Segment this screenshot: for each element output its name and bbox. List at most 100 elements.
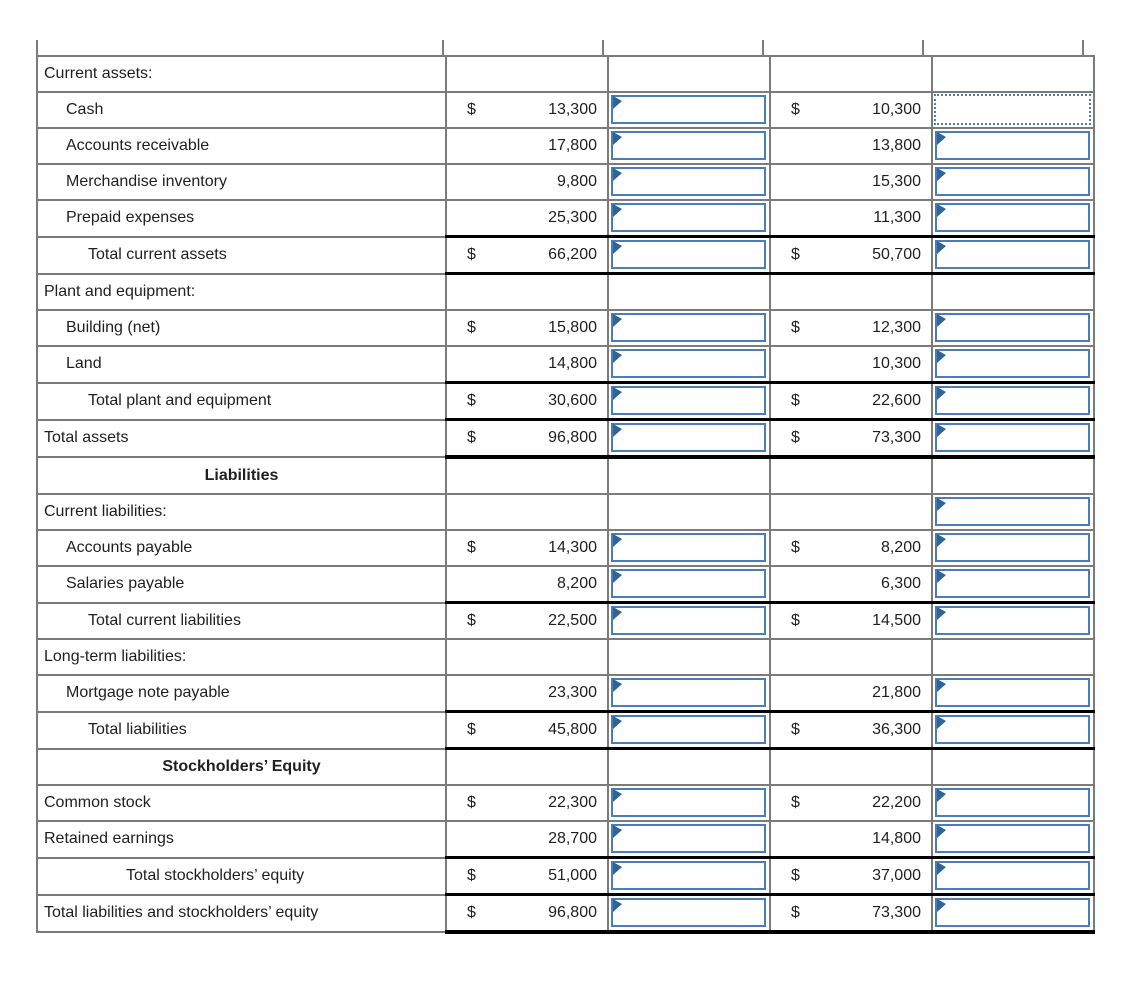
gridline-stub [602, 40, 604, 55]
amount-value: 13,800 [872, 137, 921, 154]
table-row: Prepaid expenses 25,300 11,300 [36, 199, 1095, 238]
answer-input-cell[interactable] [611, 533, 766, 562]
answer-input-cell[interactable] [935, 386, 1090, 415]
input-cell-left [607, 456, 771, 495]
amount-cell-left [445, 456, 609, 495]
answer-input-cell[interactable] [611, 824, 766, 853]
gridline-stub [922, 40, 924, 55]
cell-corner-marker-icon [613, 899, 622, 912]
table-row: Retained earnings 28,700 14,800 [36, 820, 1095, 859]
answer-input-cell[interactable] [935, 203, 1090, 232]
answer-input-cell[interactable] [611, 678, 766, 707]
amount-cell-left: $30,600 [445, 381, 609, 421]
answer-input-cell[interactable] [611, 131, 766, 160]
answer-input-cell[interactable] [611, 569, 766, 598]
input-cell-right [931, 820, 1095, 859]
answer-input-cell[interactable] [935, 715, 1090, 744]
currency-symbol: $ [467, 867, 476, 884]
amount-value: 22,500 [548, 612, 597, 629]
cell-corner-marker-icon [937, 498, 946, 511]
input-cell-left [607, 820, 771, 859]
amount-cell-right: $50,700 [769, 235, 933, 275]
answer-input-cell[interactable] [935, 861, 1090, 890]
answer-input-cell[interactable] [935, 313, 1090, 342]
amount-cell-left: 9,800 [445, 163, 609, 201]
table-row: Total stockholders’ equity $51,000 $37,000 [36, 856, 1095, 896]
table-row: Total current liabilities $22,500 $14,500 [36, 601, 1095, 640]
answer-input-cell[interactable] [935, 533, 1090, 562]
answer-input-cell[interactable] [611, 349, 766, 378]
cell-corner-marker-icon [613, 789, 622, 802]
amount-cell-right [769, 747, 933, 786]
currency-symbol: $ [791, 904, 800, 921]
answer-input-cell[interactable] [935, 423, 1090, 452]
gridline-stub [762, 40, 764, 55]
cell-corner-marker-icon [613, 534, 622, 547]
amount-group: 21,800 [771, 676, 931, 710]
answer-input-cell[interactable] [935, 606, 1090, 635]
answer-input-cell[interactable] [935, 824, 1090, 853]
answer-input-cell[interactable] [611, 313, 766, 342]
input-cell-left [607, 418, 771, 459]
answer-input-cell[interactable] [935, 497, 1090, 526]
row-label: Total current liabilities [88, 611, 241, 629]
gridline-stub [442, 40, 444, 55]
amount-cell-left: 25,300 [445, 199, 609, 238]
input-cell-left [607, 381, 771, 421]
cell-corner-marker-icon [613, 679, 622, 692]
cell-corner-marker-icon [937, 350, 946, 363]
answer-input-cell[interactable] [611, 898, 766, 927]
answer-input-cell[interactable] [611, 606, 766, 635]
amount-cell-right: $37,000 [769, 856, 933, 896]
account-label-cell: Total liabilities and stockholders’ equi… [36, 893, 447, 933]
answer-input-cell[interactable] [935, 898, 1090, 927]
answer-input-cell[interactable] [935, 788, 1090, 817]
answer-input-cell[interactable] [611, 788, 766, 817]
account-label-cell: Stockholders’ Equity [36, 747, 447, 786]
cell-corner-marker-icon [613, 570, 622, 583]
answer-input-cell[interactable] [611, 167, 766, 196]
amount-value: 6,300 [880, 575, 921, 592]
table-row: Mortgage note payable 23,300 21,800 [36, 674, 1095, 713]
amount-group: 15,300 [771, 165, 931, 199]
answer-input-cell[interactable] [935, 240, 1090, 269]
answer-input-cell[interactable] [935, 678, 1090, 707]
amount-cell-right [769, 456, 933, 495]
amount-value: 9,800 [556, 173, 597, 190]
answer-input-cell[interactable] [611, 861, 766, 890]
amount-cell-left: $96,800 [445, 893, 609, 934]
amount-group: 11,300 [771, 201, 931, 235]
amount-group: 14,800 [771, 822, 931, 856]
answer-input-cell[interactable] [935, 167, 1090, 196]
answer-input-cell[interactable] [611, 95, 766, 124]
amount-value: 11,300 [873, 209, 921, 226]
answer-input-cell[interactable] [611, 386, 766, 415]
row-label: Total stockholders’ equity [126, 867, 305, 884]
amount-cell-right: 10,300 [769, 345, 933, 384]
table-row: Plant and equipment: [36, 272, 1095, 311]
amount-cell-right: 11,300 [769, 199, 933, 238]
amount-value: 45,800 [548, 721, 597, 738]
answer-input-cell[interactable] [611, 715, 766, 744]
answer-input-cell[interactable] [935, 569, 1090, 598]
active-answer-input-cell[interactable] [934, 94, 1091, 125]
answer-input-cell[interactable] [935, 131, 1090, 160]
amount-cell-left [445, 747, 609, 786]
input-cell-right [931, 55, 1095, 93]
answer-input-cell[interactable] [611, 203, 766, 232]
amount-cell-left: $15,800 [445, 309, 609, 347]
answer-input-cell[interactable] [611, 423, 766, 452]
gridline-stub [36, 40, 38, 55]
row-label: Total current assets [88, 246, 227, 263]
answer-input-cell[interactable] [935, 349, 1090, 378]
currency-symbol: $ [791, 794, 800, 811]
amount-cell-left: $96,800 [445, 418, 609, 459]
amount-value: 14,300 [548, 539, 597, 556]
input-cell-right [931, 91, 1095, 129]
account-label-cell: Total liabilities [36, 710, 447, 750]
table-row: Total liabilities $45,800 $36,300 [36, 710, 1095, 750]
cell-corner-marker-icon [937, 132, 946, 145]
answer-input-cell[interactable] [611, 240, 766, 269]
input-cell-right [931, 345, 1095, 384]
cell-corner-marker-icon [613, 825, 622, 838]
